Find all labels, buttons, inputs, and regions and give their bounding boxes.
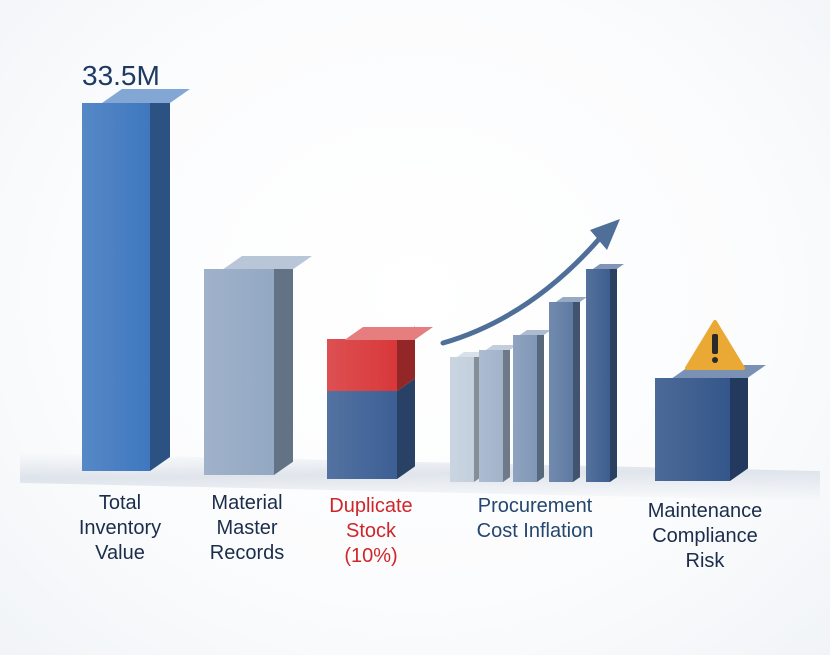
- bar-procurement-5: [586, 263, 624, 482]
- category-label-procurement-cost-inflation: Procurement Cost Inflation: [476, 495, 594, 542]
- bar-duplicate-stock: [327, 326, 434, 479]
- bar-total-inventory-value-front: [82, 103, 150, 471]
- bar-procurement-1-front: [450, 356, 474, 482]
- bar-procurement-3-front: [513, 334, 537, 482]
- bar-total-inventory-value: [82, 88, 191, 471]
- bar-procurement-3: [513, 329, 551, 482]
- category-label-maintenance-compliance-risk: Maintenance Compliance Risk: [647, 500, 763, 572]
- trend-arrow-icon: [440, 235, 603, 346]
- bar-maintenance-compliance-risk: [655, 365, 767, 481]
- category-label-material-master-records: Material Master Records: [209, 492, 285, 564]
- bar-procurement-2: [479, 344, 517, 482]
- bar-procurement-4-front: [549, 301, 573, 482]
- trend-arrowhead-icon: [590, 219, 620, 250]
- bar-procurement-5-front: [586, 268, 610, 482]
- total-value-data-label: 33.5M: [82, 60, 160, 91]
- category-label-total-inventory-value: Total Inventory Value: [78, 492, 162, 564]
- bar-procurement-4: [549, 296, 587, 482]
- bar-duplicate-stock-base-front: [327, 390, 397, 479]
- warning-triangle-icon: [685, 320, 745, 370]
- bar-procurement-1: [450, 351, 488, 482]
- bar-duplicate-stock-duplicate-front: [327, 339, 397, 391]
- bar-material-master-records-front: [204, 268, 274, 475]
- bar-procurement-2-front: [479, 349, 503, 482]
- category-label-duplicate-stock: Duplicate Stock (10%): [329, 495, 413, 567]
- bar-material-master-records: [204, 255, 313, 475]
- bar-maintenance-compliance-risk-front: [655, 377, 730, 481]
